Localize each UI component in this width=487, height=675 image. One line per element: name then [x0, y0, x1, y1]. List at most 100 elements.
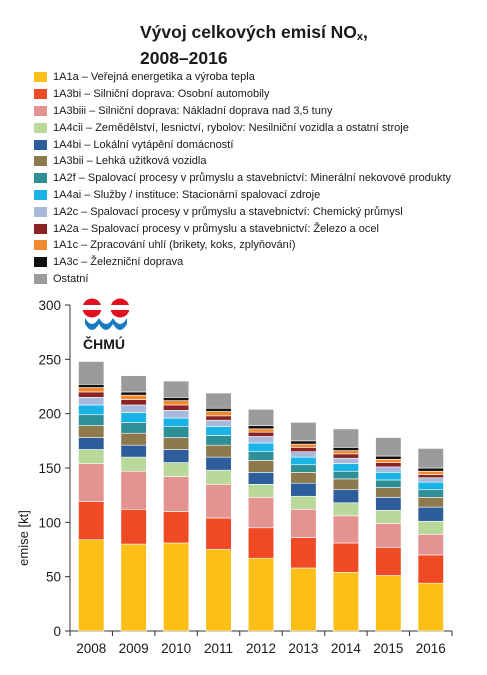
- bar-segment: [78, 501, 105, 541]
- bar-segment: [120, 399, 147, 406]
- bar-segment: [247, 425, 275, 430]
- bar-segment: [78, 384, 105, 388]
- legend-item: 1A4cii – Zemědělství, lesnictví, rybolov…: [34, 119, 484, 136]
- legend-item: 1A1a – Veřejná energetika a výroba tepla: [34, 69, 484, 86]
- legend-swatch: [34, 206, 47, 217]
- bar-segment: [120, 412, 147, 423]
- bar-segment: [205, 419, 232, 428]
- bar-segment: [163, 397, 190, 401]
- bar-segment: [332, 463, 359, 472]
- bar-stack: [163, 380, 190, 632]
- bar-segment: [205, 517, 232, 550]
- legend-swatch: [34, 257, 47, 268]
- bar-segment: [247, 442, 275, 453]
- bar-segment: [417, 582, 444, 632]
- bar-segment: [375, 472, 402, 481]
- x-tick-label: 2016: [416, 641, 446, 656]
- bar-segment: [247, 497, 275, 529]
- bar-segment: [205, 456, 232, 471]
- bar-segment: [332, 478, 359, 491]
- bar-segment: [163, 417, 190, 428]
- bar-segment: [375, 547, 402, 576]
- bar-segment: [375, 510, 402, 524]
- bar-segment: [163, 380, 190, 398]
- legend-item: 1A1c – Zpracování uhlí (brikety, koks, z…: [34, 237, 484, 254]
- bar-stack: [120, 375, 147, 632]
- legend-swatch: [34, 189, 47, 200]
- legend-swatch: [34, 72, 47, 83]
- bar-segment: [205, 407, 232, 412]
- bar-segment: [247, 472, 275, 485]
- x-tick-label: 2013: [288, 641, 318, 656]
- bar-segment: [417, 467, 444, 472]
- x-tick-label: 2008: [76, 641, 106, 656]
- bar-segment: [120, 432, 147, 446]
- bar-segment: [205, 483, 232, 519]
- bar-segment: [417, 554, 444, 584]
- bar-segment: [290, 447, 317, 453]
- bar-segment: [290, 456, 317, 466]
- bar-segment: [290, 464, 317, 473]
- bar-segment: [78, 437, 105, 450]
- bar-segment: [163, 404, 190, 411]
- bar-segment: [120, 543, 147, 632]
- bar-segment: [78, 414, 105, 426]
- bar-segment: [163, 462, 190, 478]
- legend-label: 1A2a – Spalovací procesy v průmyslu a st…: [53, 222, 379, 235]
- legend-label: 1A1a – Veřejná energetika a výroba tepla: [53, 71, 255, 84]
- bar-segment: [247, 409, 275, 426]
- bar-segment: [205, 435, 232, 446]
- legend-item: 1A3bii – Lehká užitková vozidla: [34, 153, 484, 170]
- title-end: ,: [363, 22, 368, 42]
- bar-segment: [78, 387, 105, 393]
- bar-segment: [332, 489, 359, 504]
- bar-segment: [247, 428, 275, 433]
- legend-swatch: [34, 173, 47, 184]
- legend-swatch: [34, 223, 47, 234]
- bar-segment: [332, 447, 359, 451]
- bar-segment: [332, 428, 359, 448]
- legend-label: 1A3bi – Silniční doprava: Osobní automob…: [53, 88, 270, 101]
- bar-segment: [120, 404, 147, 413]
- y-tick-label: 300: [38, 298, 61, 313]
- bar-segment: [78, 391, 105, 398]
- bar-segment: [290, 495, 317, 510]
- bar-segment: [205, 444, 232, 458]
- title-subscript: x: [356, 31, 364, 43]
- x-tick-label: 2014: [331, 641, 362, 656]
- bar-segment: [78, 397, 105, 406]
- bar-segment: [332, 450, 359, 455]
- bar-segment: [290, 451, 317, 458]
- bar-segment: [205, 469, 232, 485]
- legend-item: 1A2a – Spalovací procesy v průmyslu a st…: [34, 220, 484, 237]
- bar-segment: [417, 474, 444, 479]
- legend-label: 1A3bii – Lehká užitková vozidla: [53, 155, 207, 168]
- bar-segment: [290, 567, 317, 632]
- bar-segment: [375, 497, 402, 511]
- bar-segment: [163, 511, 190, 544]
- logo-white-bar: [80, 305, 132, 310]
- bar-segment: [375, 459, 402, 463]
- chmu-logo: ČHMÚ: [80, 298, 132, 352]
- bar-segment: [120, 444, 147, 458]
- bar-segment: [120, 391, 147, 396]
- bar-segment: [332, 453, 359, 459]
- legend-label: 1A4cii – Zemědělství, lesnictví, rybolov…: [53, 121, 409, 134]
- bar-segment: [290, 472, 317, 484]
- bar-stack: [375, 437, 402, 632]
- bar-segment: [163, 426, 190, 438]
- logo-blue-wave: [85, 318, 127, 330]
- bar-segment: [290, 537, 317, 569]
- bar-segment: [417, 489, 444, 498]
- bar-segment: [332, 470, 359, 480]
- legend-swatch: [34, 156, 47, 167]
- bar-segment: [247, 431, 275, 437]
- bar-segment: [417, 506, 444, 522]
- legend-label: 1A4bi – Lokální vytápění domácností: [53, 138, 234, 151]
- legend-item: Ostatní: [34, 271, 484, 288]
- bar-segment: [417, 448, 444, 469]
- bar-segment: [205, 549, 232, 632]
- bar-segment: [120, 456, 147, 472]
- legend-label: 1A2f – Spalovací procesy v průmyslu a st…: [53, 172, 452, 185]
